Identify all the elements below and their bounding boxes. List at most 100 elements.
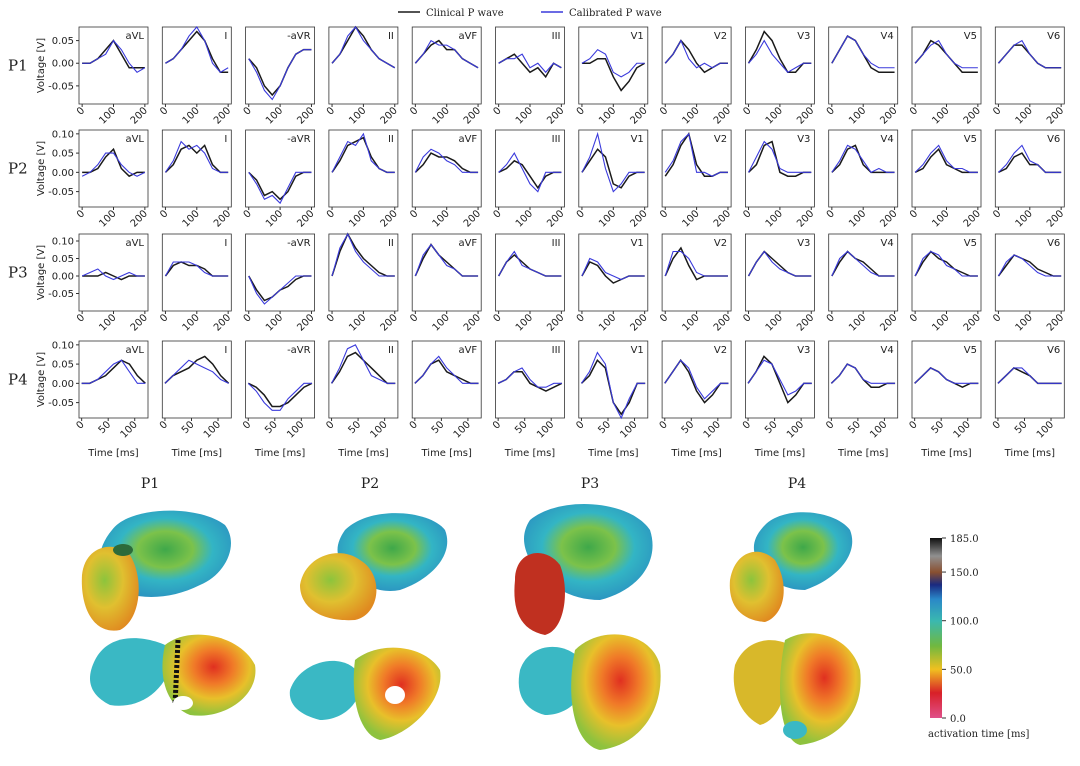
x-tick-label: 0 — [741, 419, 753, 431]
waveform-line — [248, 275, 312, 305]
x-tick-label: 100 — [347, 208, 368, 229]
waveform-line — [997, 44, 1062, 69]
x-tick-label: 100 — [1035, 419, 1056, 440]
x-tick-label: 200 — [629, 312, 650, 333]
waveform-line — [830, 363, 896, 384]
x-tick-label: 0 — [825, 312, 837, 324]
x-tick-label: 200 — [462, 105, 483, 126]
colorbar-label: activation time [ms] — [928, 729, 1030, 740]
colorbar — [930, 538, 942, 718]
x-tick-label: 0 — [75, 208, 87, 220]
waveform-line — [414, 243, 479, 277]
waveform-line — [664, 250, 728, 277]
waveform-line — [331, 344, 396, 384]
waveform-line — [831, 35, 895, 69]
plot-frame — [245, 340, 316, 419]
lead-title: aVF — [458, 31, 477, 42]
x-tick-label: 0 — [658, 312, 670, 324]
legend: Clinical P wave Calibrated P wave — [398, 8, 662, 19]
waveform-line — [748, 140, 812, 173]
x-tick-label: 200 — [712, 312, 733, 333]
y-tick-label: 0.10 — [52, 129, 74, 140]
x-axis-label: Time [ms] — [1004, 448, 1056, 459]
waveform-line — [498, 159, 562, 190]
waveform-line — [914, 367, 979, 384]
x-tick-label: 100 — [535, 419, 556, 440]
lead-title: V1 — [631, 31, 644, 42]
x-tick-label: 50 — [1013, 419, 1030, 436]
x-tick-label: 0 — [991, 312, 1003, 324]
x-tick-label: 0 — [825, 208, 837, 220]
y-tick-label: -0.05 — [48, 398, 74, 409]
x-tick-label: 100 — [785, 419, 806, 440]
x-tick-label: 100 — [514, 208, 535, 229]
x-tick-label: 200 — [212, 208, 233, 229]
waveform-line — [414, 355, 479, 384]
waveform-line — [664, 132, 728, 177]
lead-title: V2 — [714, 238, 727, 249]
lead-title: V4 — [880, 238, 893, 249]
x-tick-label: 200 — [712, 105, 733, 126]
lead-title: V4 — [880, 134, 893, 145]
row-label: P3 — [8, 264, 28, 282]
waveform-line — [831, 250, 895, 277]
lead-title: V2 — [714, 31, 727, 42]
waveform-line — [82, 271, 145, 281]
heart-title: P4 — [788, 476, 806, 492]
x-tick-label: 200 — [129, 312, 150, 333]
waveform-line — [581, 131, 645, 193]
y-tick-label: 0.05 — [52, 360, 74, 371]
y-axis-label: Voltage [V] — [36, 38, 47, 93]
x-tick-label: 0 — [574, 419, 586, 431]
x-axis-label: Time [ms] — [837, 448, 889, 459]
x-axis-label: Time [ms] — [171, 448, 223, 459]
lead-title: V3 — [797, 134, 810, 145]
waveform-line — [581, 48, 645, 78]
waveform-line — [914, 144, 978, 173]
x-axis-label: Time [ms] — [754, 448, 806, 459]
x-tick-label: 100 — [1014, 105, 1035, 126]
x-tick-label: 0 — [491, 312, 503, 324]
x-tick-label: 200 — [462, 208, 483, 229]
x-tick-label: 200 — [1045, 105, 1066, 126]
y-tick-label: 0.00 — [52, 272, 74, 283]
waveform-line — [414, 359, 479, 385]
waveform-line — [164, 140, 229, 173]
x-tick-label: 100 — [514, 105, 535, 126]
x-tick-label: 0 — [242, 208, 254, 220]
lead-title: V4 — [880, 345, 893, 356]
x-tick-label: 100 — [680, 105, 701, 126]
lead-title: I — [224, 345, 227, 356]
heart-title: P3 — [581, 476, 599, 492]
x-tick-label: 100 — [431, 105, 452, 126]
x-tick-label: 200 — [962, 312, 983, 333]
x-tick-label: 200 — [545, 105, 566, 126]
waveform-line — [498, 53, 562, 74]
waveform-line — [831, 144, 895, 174]
y-axis-label: Voltage [V] — [36, 352, 47, 407]
x-tick-label: 50 — [97, 419, 114, 436]
x-tick-label: 200 — [878, 105, 899, 126]
lead-title: II — [388, 238, 394, 249]
x-tick-label: 100 — [1014, 312, 1035, 333]
x-tick-label: 0 — [324, 419, 336, 431]
x-tick-label: 0 — [325, 105, 337, 117]
y-axis-label: Voltage [V] — [36, 245, 47, 300]
y-tick-label: 0.10 — [52, 237, 74, 248]
waveform-line — [164, 261, 229, 277]
waveform-line — [414, 243, 479, 277]
waveform-line — [997, 254, 1062, 277]
row-label: P4 — [8, 371, 28, 389]
waveform-line — [248, 171, 312, 201]
heart — [81, 510, 256, 716]
x-tick-label: 100 — [764, 312, 785, 333]
lead-title: V6 — [1047, 238, 1060, 249]
colorbar-tick-label: 50.0 — [950, 665, 972, 676]
x-tick-label: 100 — [618, 419, 639, 440]
x-tick-label: 0 — [908, 105, 920, 117]
x-tick-label: 200 — [878, 208, 899, 229]
lead-title: -aVR — [287, 134, 311, 145]
x-tick-label: 200 — [712, 208, 733, 229]
plot-frame — [161, 26, 232, 105]
x-tick-label: 100 — [97, 312, 118, 333]
